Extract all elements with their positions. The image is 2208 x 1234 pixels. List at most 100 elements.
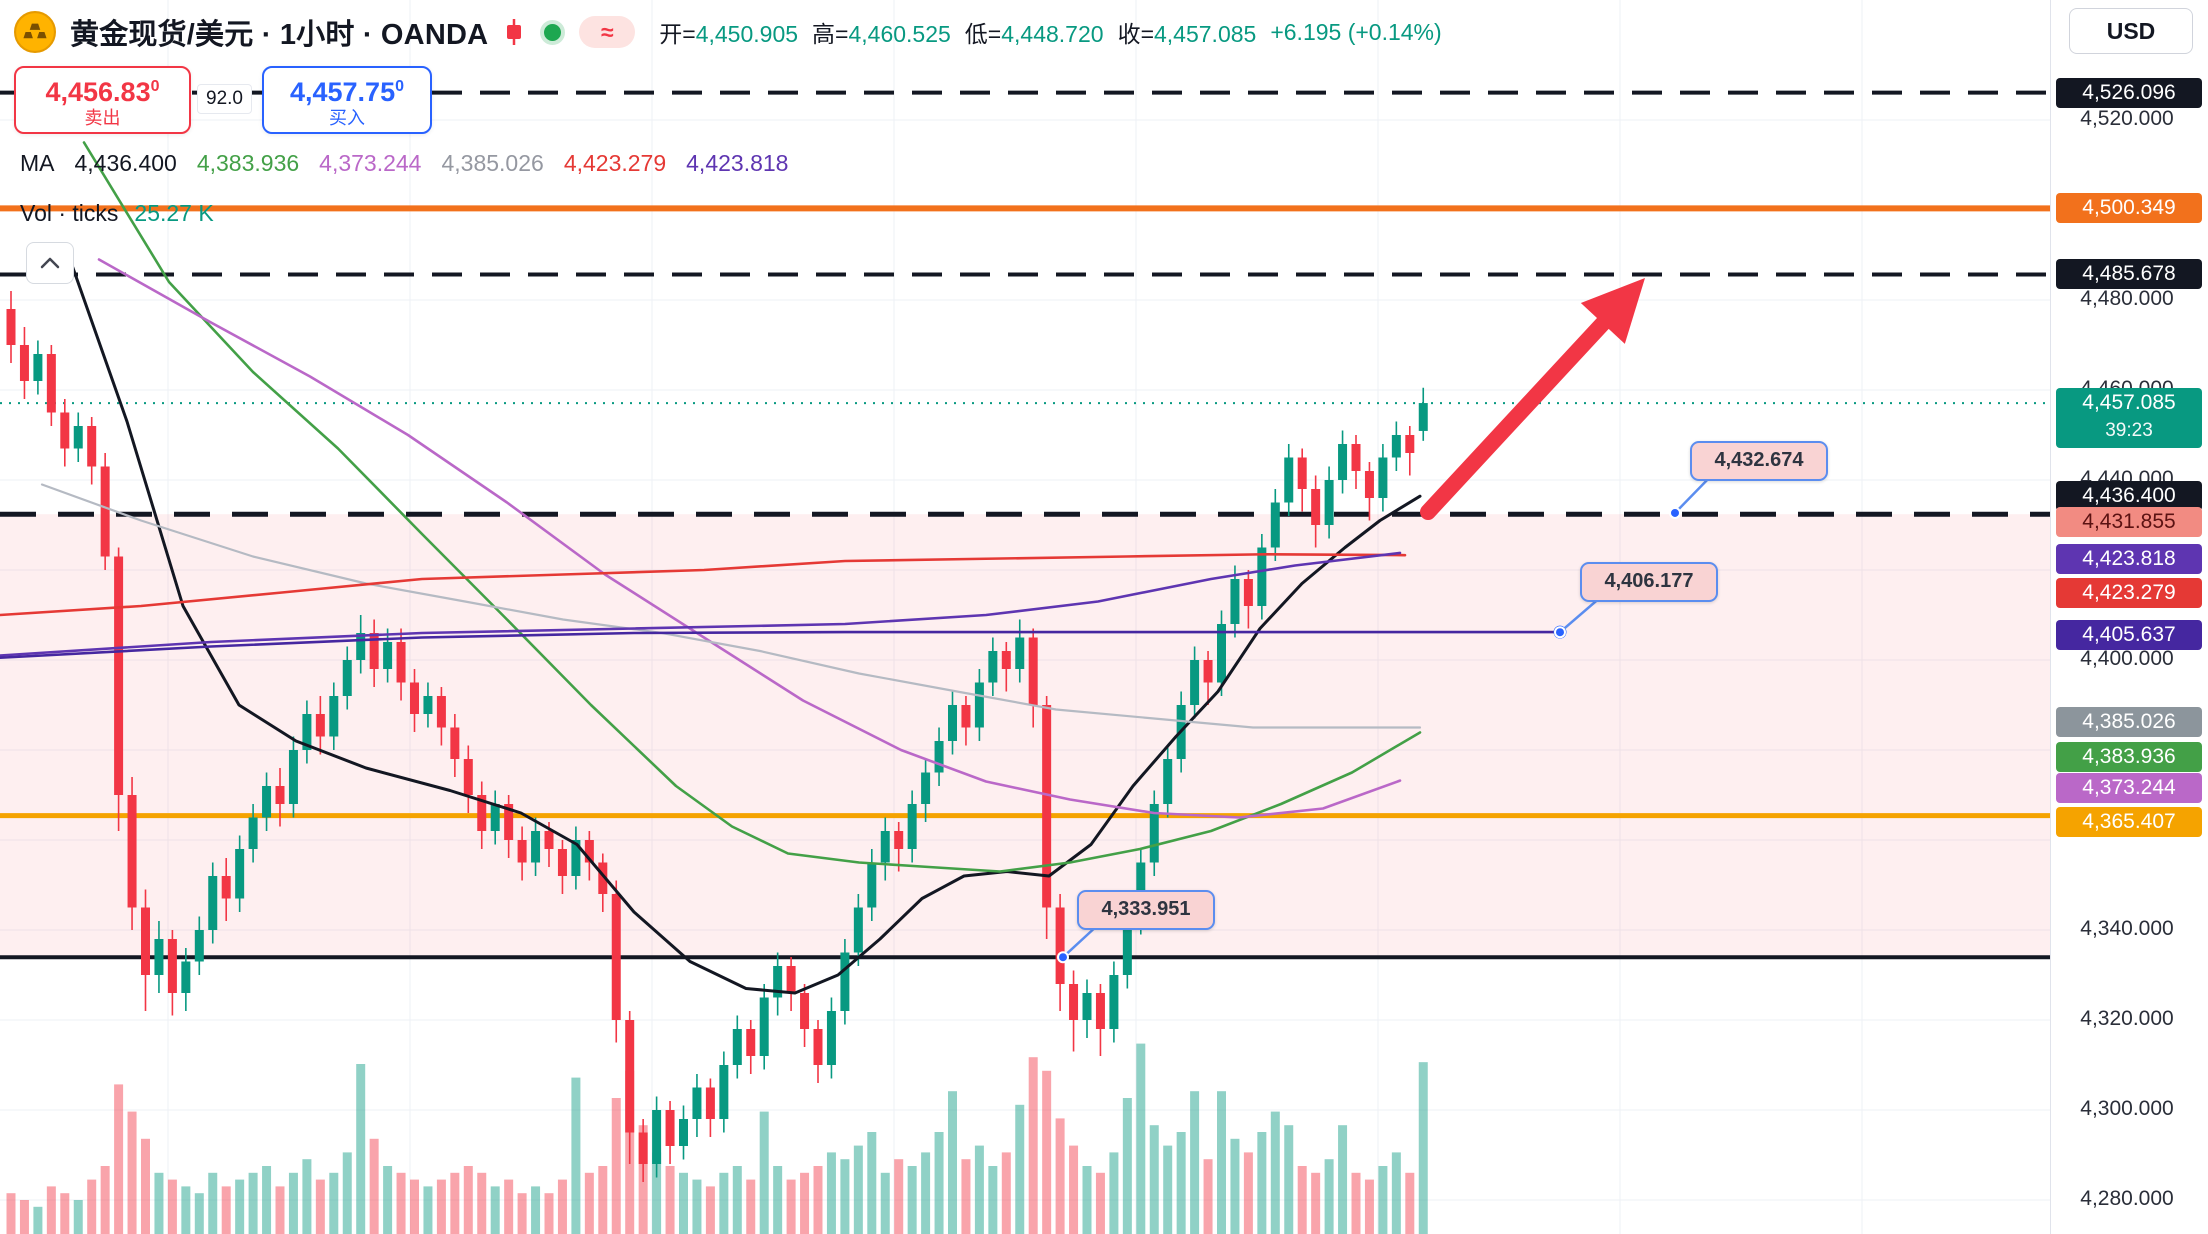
candle-body xyxy=(302,714,312,750)
volume-bar xyxy=(1109,1152,1119,1234)
candle-body xyxy=(383,642,393,669)
volume-bar xyxy=(974,1145,984,1234)
price-axis-pane[interactable]: USD 4,520.0004,480.0004,460.0004,440.000… xyxy=(2050,0,2208,1234)
candle-body xyxy=(679,1119,688,1146)
sell-price-sup: 0 xyxy=(150,77,160,95)
candle-body xyxy=(786,966,796,993)
volume-bar xyxy=(221,1186,231,1234)
candle-body xyxy=(1122,921,1132,975)
volume-bar xyxy=(1095,1172,1105,1234)
callout-pointer xyxy=(1559,595,1603,634)
sell-button[interactable]: 4,456.830 卖出 xyxy=(14,66,191,134)
volume-bar xyxy=(894,1159,904,1234)
volume-bar xyxy=(611,1098,621,1234)
candle-body xyxy=(423,696,433,714)
high-value: 4,460.525 xyxy=(848,21,951,47)
volume-bar xyxy=(1364,1179,1374,1234)
change-value: +6.195 (+0.14%) xyxy=(1270,18,1442,45)
sell-label: 卖出 xyxy=(84,107,121,128)
volume-bar xyxy=(248,1172,258,1234)
price-callout[interactable]: 4,432.674 xyxy=(1690,441,1828,481)
candle-body xyxy=(1069,984,1079,1020)
volume-bar xyxy=(517,1193,527,1234)
violet-level-line xyxy=(0,630,1562,660)
axis-price-badge: 4,373.244 xyxy=(2056,773,2202,804)
volume-bar xyxy=(786,1179,796,1234)
axis-tick-label: 4,520.000 xyxy=(2080,107,2174,130)
volume-bar xyxy=(1163,1145,1173,1234)
volume-bar xyxy=(100,1166,110,1234)
ma-value: 4,385.026 xyxy=(441,150,544,176)
price-callout[interactable]: 4,333.951 xyxy=(1077,890,1215,930)
candle-body xyxy=(1217,624,1226,683)
symbol-title[interactable]: 黄金现货/美元 · 1小时 · OANDA xyxy=(70,19,489,51)
trend-arrow-head xyxy=(1580,278,1645,344)
volume-bar xyxy=(732,1166,742,1234)
volume-bar xyxy=(1069,1145,1079,1234)
candle-body xyxy=(813,1029,823,1065)
symbol-header: 黄金现货/美元 · 1小时 · OANDA ≈ 开=4,450.905 高=4,… xyxy=(14,8,1442,56)
ma-light-purple xyxy=(97,258,1402,819)
candle-body xyxy=(221,876,231,899)
candle-body xyxy=(652,1110,662,1164)
volume-bar xyxy=(6,1193,16,1234)
volume-bar xyxy=(1230,1138,1240,1234)
currency-selector[interactable]: USD xyxy=(2069,8,2193,54)
volume-bar xyxy=(141,1138,150,1234)
candle-body xyxy=(1297,457,1307,489)
volume-bar xyxy=(329,1172,339,1234)
volume-bar xyxy=(356,1064,366,1234)
candle-body xyxy=(356,633,366,660)
candle-body xyxy=(867,862,877,908)
axis-price-badge: 4,500.349 xyxy=(2056,193,2202,224)
candle-chart-icon[interactable] xyxy=(502,17,526,47)
ma-indicator-row[interactable]: MA 4,436.400 4,383.936 4,373.244 4,385.026 4… xyxy=(20,150,788,177)
axis-tick-label: 4,280.000 xyxy=(2080,1187,2174,1210)
volume-bar xyxy=(759,1111,769,1234)
candle-body xyxy=(46,354,56,413)
candle-body xyxy=(288,750,298,804)
candle-body xyxy=(1028,637,1038,705)
volume-bar xyxy=(181,1186,191,1234)
candle-body xyxy=(1418,403,1428,431)
candle-body xyxy=(1149,804,1159,863)
volume-bar xyxy=(1001,1152,1011,1234)
spread-value: 92.0 xyxy=(197,84,252,114)
candle-body xyxy=(73,426,83,449)
volume-bar xyxy=(383,1166,393,1234)
candle-body xyxy=(826,1011,836,1065)
candle-body xyxy=(342,660,352,696)
volume-value: 25.27 K xyxy=(134,200,214,226)
buy-button[interactable]: 4,457.750 买入 xyxy=(262,66,432,134)
volume-bar xyxy=(154,1172,164,1234)
volume-label: Vol · ticks xyxy=(20,200,119,226)
candle-body xyxy=(1082,993,1092,1020)
axis-price-badge: 4,405.637 xyxy=(2056,619,2202,650)
price-callout[interactable]: 4,406.177 xyxy=(1580,562,1718,602)
candle-body xyxy=(1378,457,1388,498)
ma-value: 4,436.400 xyxy=(74,150,177,176)
candle-body xyxy=(490,804,500,831)
candle-body xyxy=(1324,480,1334,525)
volume-bar xyxy=(571,1077,581,1234)
callout-dot xyxy=(1057,951,1069,964)
bar-countdown: 39:23 xyxy=(2105,420,2153,442)
volume-indicator-row[interactable]: Vol · ticks 25.27 K xyxy=(20,200,214,227)
candle-body xyxy=(1230,579,1240,624)
volume-bar xyxy=(46,1186,56,1234)
candle-body xyxy=(692,1087,702,1119)
candle-body xyxy=(974,682,984,728)
axis-price-badge: 4,431.855 xyxy=(2056,506,2202,537)
volume-bar xyxy=(988,1166,998,1234)
candle-body xyxy=(6,309,16,345)
collapse-indicators-button[interactable] xyxy=(26,242,74,284)
volume-bar xyxy=(1136,1043,1146,1234)
candle-body xyxy=(167,939,177,993)
volume-bar xyxy=(800,1172,810,1234)
candle-body xyxy=(894,831,904,849)
ma-value: 4,373.244 xyxy=(319,150,422,176)
candle-body xyxy=(1163,759,1173,804)
volume-bar xyxy=(692,1179,702,1234)
open-value: 4,450.905 xyxy=(695,21,799,47)
